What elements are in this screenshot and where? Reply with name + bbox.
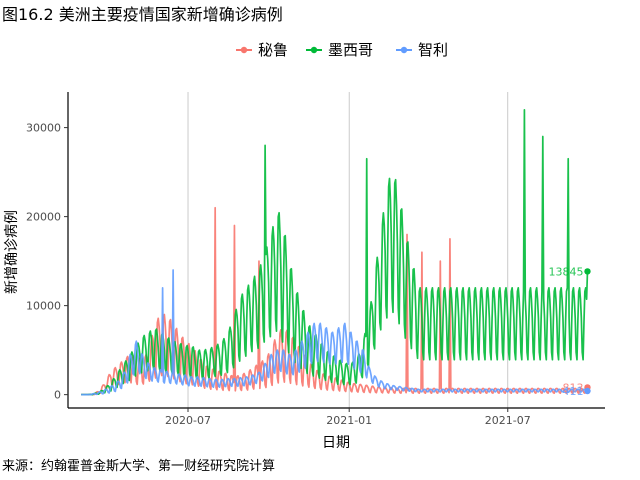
legend-label: 墨西哥 — [328, 41, 373, 59]
y-tick-label: 20000 — [26, 211, 61, 224]
legend-key-dot — [240, 46, 248, 54]
x-tick-label: 2020-07 — [165, 414, 211, 427]
end-labels: 813 13845 411 — [548, 265, 591, 398]
x-axis-title: 日期 — [322, 435, 350, 451]
y-axis-title: 新增确诊病例 — [4, 210, 20, 294]
legend-label: 秘鲁 — [258, 41, 288, 59]
series-end-label: 813 — [562, 381, 583, 394]
series-end-label: 13845 — [548, 265, 583, 278]
legend-key-dot — [310, 46, 318, 54]
series-end-point — [584, 387, 591, 395]
series-end-point — [584, 268, 591, 275]
x-tick-label: 2021-01 — [326, 414, 372, 427]
series-end-label: 411 — [562, 385, 583, 398]
axis-ticks: 2020-07 2021-01 2021-07 0 10000 20000 30000 — [26, 122, 531, 427]
legend: 秘鲁 墨西哥 智利 — [236, 41, 448, 59]
chart-title: 图16.2 美洲主要疫情国家新增确诊病例 — [2, 5, 283, 24]
x-tick-label: 2021-07 — [485, 414, 531, 427]
source-note: 来源：约翰霍普金斯大学、第一财经研究院计算 — [2, 458, 275, 474]
series-line — [81, 269, 588, 396]
y-tick-label: 10000 — [26, 300, 61, 313]
plot-area — [81, 108, 589, 396]
legend-label: 智利 — [418, 41, 448, 59]
y-tick-label: 0 — [54, 389, 61, 402]
y-tick-label: 30000 — [26, 122, 61, 135]
legend-key-dot — [400, 46, 408, 54]
